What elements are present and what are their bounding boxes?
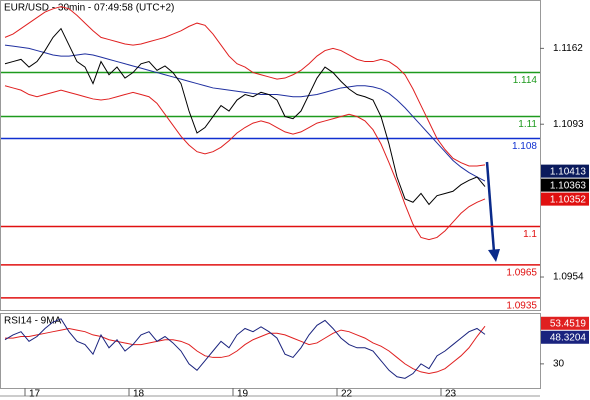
level-label: 1.0935 bbox=[506, 301, 537, 312]
value-label: 1.10363 bbox=[550, 180, 587, 191]
y-tick-label: 1.1093 bbox=[553, 119, 584, 130]
value-label: 1.10413 bbox=[550, 166, 587, 177]
series-line bbox=[5, 325, 486, 375]
value-label-box bbox=[541, 316, 589, 330]
level-label: 1.11 bbox=[518, 119, 537, 130]
value-label: 53.4519 bbox=[550, 318, 587, 329]
value-label-box bbox=[541, 330, 589, 344]
y-tick-label: 30 bbox=[553, 359, 565, 370]
price-panel bbox=[0, 0, 541, 311]
y-tick-label: 1.0954 bbox=[553, 272, 584, 283]
x-tick-label: 23 bbox=[445, 389, 457, 400]
projection-arrowhead bbox=[488, 249, 500, 262]
x-tick-label: 19 bbox=[237, 389, 249, 400]
value-label-box bbox=[541, 164, 589, 178]
value-label-box bbox=[541, 178, 589, 192]
chart-title: EUR/USD - 30min - 07:49:58 (UTC+2) bbox=[4, 3, 174, 14]
value-label: 48.3204 bbox=[550, 332, 587, 343]
level-label: 1.1 bbox=[523, 229, 537, 240]
x-tick-label: 18 bbox=[133, 389, 145, 400]
series-line bbox=[4, 27, 486, 206]
projection-arrow bbox=[485, 161, 496, 253]
rsi-title: RSI14 - 9MA bbox=[4, 316, 62, 327]
series-line bbox=[4, 85, 486, 241]
series-line bbox=[4, 318, 486, 379]
series-line bbox=[4, 44, 486, 182]
level-label: 1.0965 bbox=[506, 268, 537, 279]
y-tick-label: 1.1162 bbox=[553, 43, 583, 54]
level-label: 1.114 bbox=[513, 75, 538, 86]
value-label-box bbox=[541, 192, 589, 206]
series-line bbox=[4, 6, 486, 167]
rsi-panel bbox=[0, 313, 541, 389]
value-label: 1.10352 bbox=[550, 194, 587, 205]
x-tick-label: 17 bbox=[29, 389, 41, 400]
x-tick-label: 22 bbox=[341, 389, 353, 400]
level-label: 1.108 bbox=[512, 141, 537, 152]
